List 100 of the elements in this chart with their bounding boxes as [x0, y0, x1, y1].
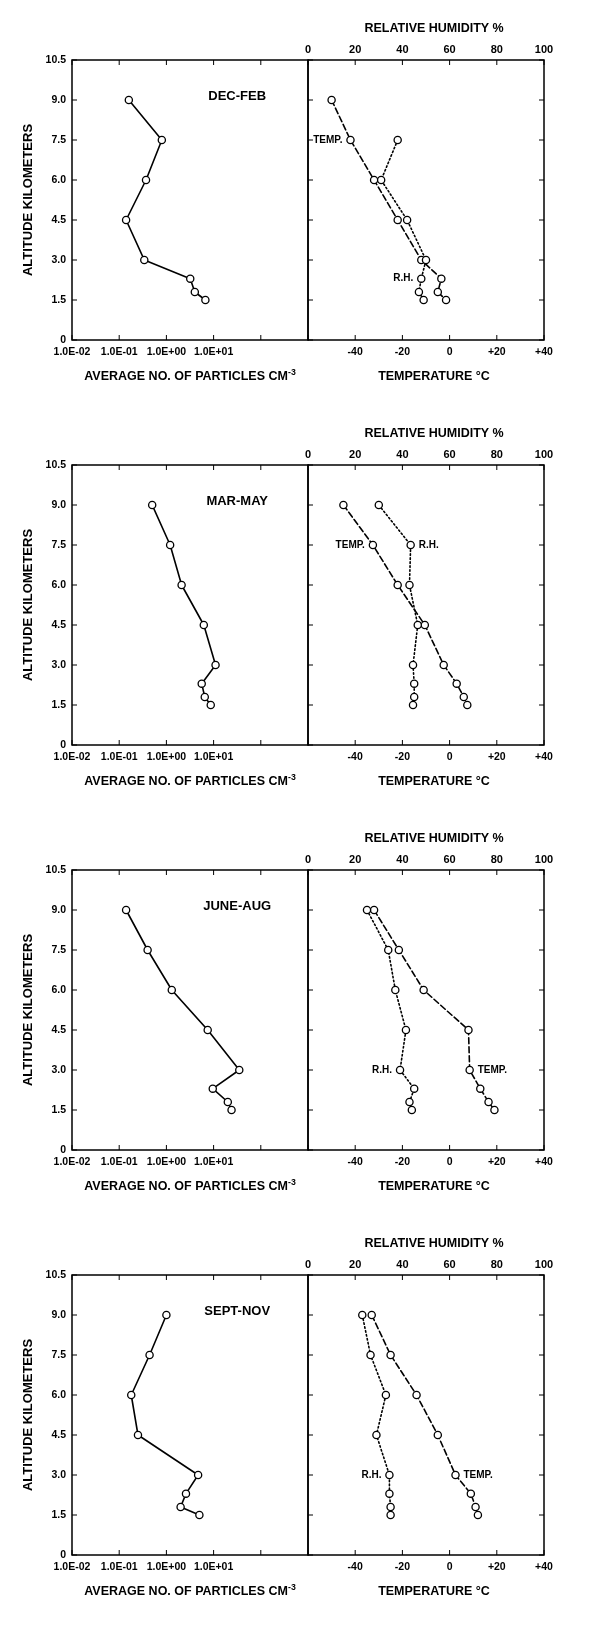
x2-tick-label: 100 [534, 43, 554, 55]
y-tick-label: 3.0 [51, 1062, 67, 1075]
x-tick-label: -40 [347, 750, 363, 762]
y-tick-label: 4.5 [51, 1427, 67, 1440]
x-tick-label: +40 [535, 1560, 554, 1572]
y-axis-title: ALTITUDE KILOMETERS [20, 933, 35, 1087]
y-tick-label: 3.0 [51, 252, 67, 265]
x2-tick-label: 20 [349, 1258, 362, 1270]
x-tick-label: 1.0E+00 [146, 1560, 187, 1572]
point [412, 1390, 421, 1400]
point [439, 660, 448, 670]
x-tick-label: +40 [535, 750, 554, 762]
point [437, 274, 446, 283]
x-tick-label: 1.0E-01 [100, 1155, 138, 1167]
x-tick-label: +20 [487, 1560, 506, 1572]
series-label: R.H. [418, 538, 439, 550]
text: SEPT-NOV [204, 1303, 271, 1318]
y-tick-label: 9.0 [51, 902, 67, 915]
x-tick-label: -40 [347, 1155, 363, 1167]
y-tick-label: 3.0 [51, 1467, 67, 1480]
point [490, 1105, 499, 1115]
x-tick-label: 1.0E+00 [146, 345, 187, 357]
point [393, 580, 402, 590]
series-label: R.H. [372, 1063, 393, 1075]
x-tick-label: 1.0E+01 [193, 750, 234, 762]
series-label: TEMP. [335, 538, 366, 550]
y-tick-label: 7.5 [51, 1347, 67, 1360]
y-tick-label: 6.0 [51, 1387, 67, 1400]
x2-tick-label: 80 [490, 1258, 503, 1270]
x2-tick-label: 40 [396, 43, 409, 55]
point [459, 692, 469, 702]
y-tick-label: 7.5 [51, 132, 67, 145]
x-tick-label: 0 [446, 345, 453, 357]
y-tick-label: 1.5 [51, 1507, 67, 1520]
y-tick-label: 9.0 [51, 497, 67, 510]
x2-tick-label: 0 [304, 853, 312, 865]
point [463, 700, 472, 710]
point [394, 945, 404, 955]
x-tick-label: 1.0E-01 [100, 345, 138, 357]
y-tick-label: 10.5 [45, 52, 67, 65]
x2-tick-label: 80 [490, 43, 503, 55]
point [484, 1097, 493, 1107]
x-tick-label: 1.0E-02 [53, 750, 91, 762]
point [419, 985, 428, 995]
x2-tick-label: 60 [443, 43, 456, 55]
x2-axis-title: RELATIVE HUMIDITY % [364, 426, 504, 440]
point [433, 1430, 443, 1440]
x-axis-title: AVERAGE NO. OF PARTICLES CM$^{-3}$ [84, 772, 296, 788]
x-tick-label: 1.0E-02 [53, 1560, 91, 1572]
x-tick-label: +20 [487, 345, 506, 357]
y-tick-label: 1.5 [51, 292, 67, 305]
y-tick-label: 1.5 [51, 697, 67, 710]
x-axis-title: AVERAGE NO. OF PARTICLES CM$^{-3}$ [84, 367, 296, 383]
point [451, 1470, 460, 1480]
x-tick-label: 0 [446, 1155, 453, 1167]
x-tick-label: 0 [446, 750, 453, 762]
x-tick-label: 1.0E-02 [53, 1155, 91, 1167]
y-tick-label: 1.5 [51, 1102, 67, 1115]
y-tick-label: 0 [60, 1142, 67, 1155]
x2-tick-label: 0 [304, 1258, 312, 1270]
x2-tick-label: 100 [534, 1258, 554, 1270]
x2-axis-title: RELATIVE HUMIDITY % [364, 1236, 504, 1250]
point [441, 295, 451, 305]
x-tick-label: 1.0E+01 [193, 1155, 234, 1167]
y-axis-title: ALTITUDE KILOMETERS [20, 1338, 35, 1492]
x-tick-label: 1.0E+01 [193, 345, 234, 357]
x-tick-label: +40 [535, 1155, 554, 1167]
x-tick-label: -40 [347, 1560, 363, 1572]
x-tick-label: +40 [535, 345, 554, 357]
y-tick-label: 10.5 [45, 1267, 67, 1280]
x2-tick-label: 100 [534, 448, 554, 460]
point [473, 1510, 483, 1520]
point [339, 500, 348, 510]
x-tick-label: -20 [394, 345, 411, 357]
x2-tick-label: 20 [349, 853, 362, 865]
point [327, 95, 336, 105]
point [346, 135, 355, 145]
x-tick-label: 1.0E-02 [53, 345, 91, 357]
x-tick-label: 1.0E-01 [100, 1560, 138, 1572]
x-tick-label: 1.0E+01 [193, 1560, 234, 1572]
x-tick-label: 1.0E+00 [146, 1155, 187, 1167]
x2-tick-label: 40 [396, 448, 409, 460]
x-axis-title: TEMPERATURE °C [378, 1179, 490, 1193]
x-tick-label: +20 [487, 1155, 506, 1167]
point [393, 215, 402, 225]
x2-tick-label: 0 [304, 43, 312, 55]
x2-tick-label: 80 [490, 853, 503, 865]
x2-tick-label: 60 [443, 853, 456, 865]
y-tick-label: 6.0 [51, 982, 67, 995]
y-tick-label: 4.5 [51, 617, 67, 630]
series-label: R.H. [361, 1468, 382, 1480]
point [367, 1310, 376, 1320]
point [452, 679, 461, 688]
x-tick-label: 0 [446, 1560, 453, 1572]
series-label: TEMP. [313, 133, 343, 145]
point [464, 1025, 473, 1035]
x2-tick-label: 60 [443, 448, 456, 460]
x-axis-title: TEMPERATURE °C [378, 774, 490, 788]
y-tick-label: 6.0 [51, 577, 67, 590]
x2-tick-label: 20 [349, 448, 362, 460]
